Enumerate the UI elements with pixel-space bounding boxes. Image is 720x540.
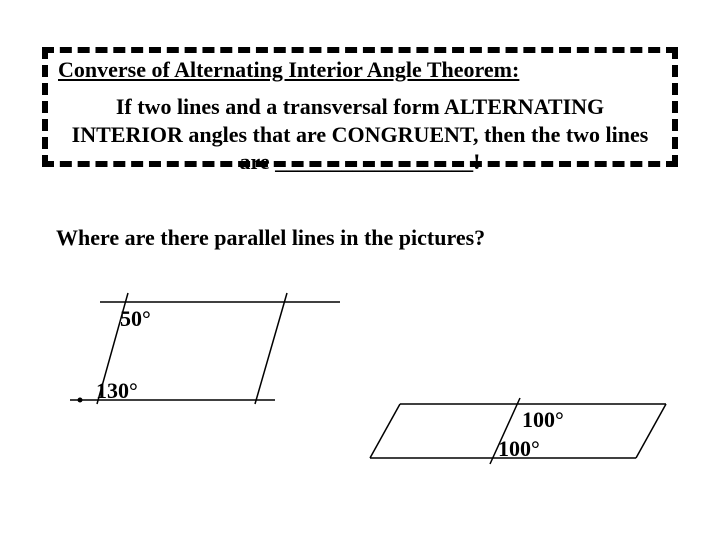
figure-2-bottom-angle-label: 100° (498, 436, 540, 462)
figure-2-top-angle-label: 100° (522, 407, 564, 433)
figure-2 (0, 0, 720, 540)
